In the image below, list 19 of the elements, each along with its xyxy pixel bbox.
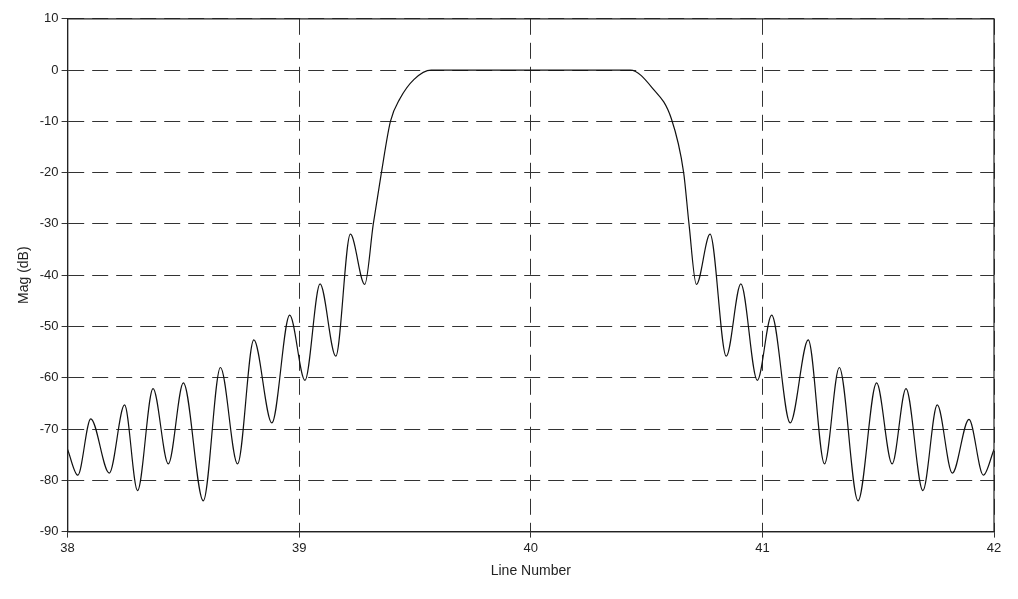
y-tick-label: -20 [39,164,59,180]
x-tick-label: 40 [523,539,539,555]
y-tick-label: -10 [39,112,59,128]
x-tick-label: 42 [986,539,1002,555]
y-axis-title: Mag (dB) [15,246,32,304]
x-tick-label: 41 [755,539,770,555]
y-tick-label: -40 [39,266,59,282]
y-tick-label: 0 [51,61,59,77]
x-axis-title: Line Number [490,562,572,579]
line-series [67,69,994,502]
y-tick-label: -50 [39,318,59,334]
y-tick-label: -70 [39,420,59,436]
y-tick-label: 10 [44,10,59,26]
y-tick-label: -80 [39,471,59,487]
x-tick-label: 39 [291,539,307,555]
y-tick-label: -90 [39,523,59,539]
x-tick-label: 38 [60,539,75,555]
y-tick-label: -30 [39,215,59,231]
y-tick-label: -60 [39,369,59,385]
